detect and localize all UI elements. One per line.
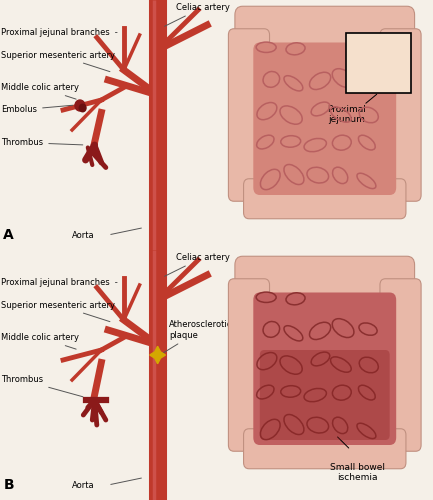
Text: Proximal jejunal branches: Proximal jejunal branches <box>1 278 117 287</box>
Bar <box>346 32 411 92</box>
Text: Embolus: Embolus <box>1 105 73 115</box>
Text: Superior mesenteric artery: Superior mesenteric artery <box>1 300 115 322</box>
FancyBboxPatch shape <box>380 278 421 451</box>
Text: Celiac artery: Celiac artery <box>165 3 229 26</box>
Text: Aorta: Aorta <box>72 480 95 490</box>
Text: Proximal
jejunum: Proximal jejunum <box>327 105 366 124</box>
Text: Proximal jejunal branches: Proximal jejunal branches <box>1 28 117 37</box>
Text: Thrombus: Thrombus <box>1 138 83 147</box>
Text: B: B <box>3 478 14 492</box>
Text: Superior mesenteric artery: Superior mesenteric artery <box>1 50 115 71</box>
Text: Middle colic artery: Middle colic artery <box>1 333 79 349</box>
Text: Atherosclerotic
plaque: Atherosclerotic plaque <box>162 320 232 354</box>
Circle shape <box>75 100 85 111</box>
FancyBboxPatch shape <box>235 256 414 314</box>
Text: Celiac artery: Celiac artery <box>165 253 229 276</box>
FancyBboxPatch shape <box>260 350 390 440</box>
FancyBboxPatch shape <box>235 6 414 64</box>
FancyBboxPatch shape <box>229 278 269 451</box>
Text: A: A <box>3 228 14 242</box>
FancyBboxPatch shape <box>229 28 269 201</box>
FancyBboxPatch shape <box>380 28 421 201</box>
Text: Middle colic artery: Middle colic artery <box>1 83 79 99</box>
FancyBboxPatch shape <box>243 428 406 469</box>
FancyBboxPatch shape <box>253 292 396 445</box>
Bar <box>346 32 411 92</box>
Text: Thrombus: Thrombus <box>1 376 83 397</box>
Text: Small bowel
ischemia: Small bowel ischemia <box>330 462 385 482</box>
FancyBboxPatch shape <box>253 42 396 195</box>
Polygon shape <box>150 346 165 364</box>
Text: Aorta: Aorta <box>72 230 95 239</box>
FancyBboxPatch shape <box>243 179 406 219</box>
Circle shape <box>79 104 86 112</box>
